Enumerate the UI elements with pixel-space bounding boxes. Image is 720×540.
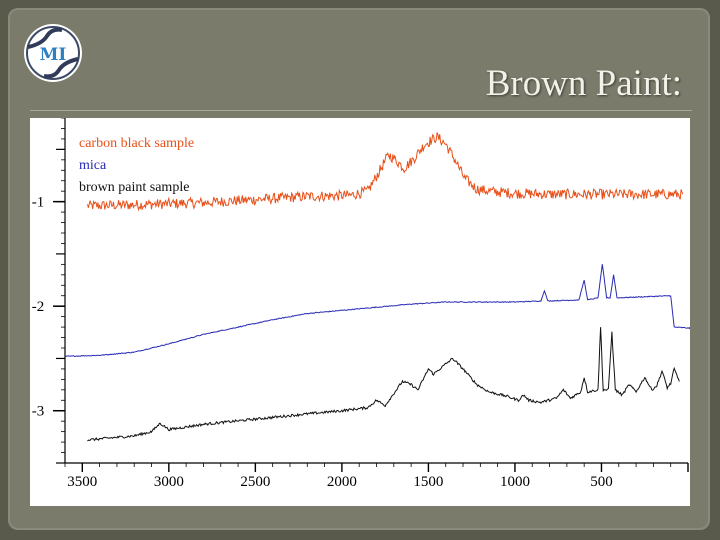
- series-line-2: [87, 327, 680, 442]
- x-tick-label: 500: [590, 474, 613, 490]
- x-tick-label: 2000: [327, 474, 357, 490]
- chart-panel: -1 -2 -3 3500 3000 2500 2000 1500 1000 500 carbon…: [30, 118, 690, 506]
- logo-icon: MI: [22, 22, 84, 84]
- logo-text: MI: [40, 45, 67, 65]
- y-tick-label: -3: [32, 404, 45, 420]
- legend-entry: carbon black sample: [79, 136, 194, 151]
- spectrum-chart: -1 -2 -3 3500 3000 2500 2000 1500 1000 500 carbon…: [32, 118, 690, 490]
- chart-axes: -1 -2 -3 3500 3000 2500 2000 1500 1000 500: [32, 118, 689, 490]
- series-line-1: [64, 264, 690, 357]
- x-tick-label: 1500: [413, 474, 443, 490]
- x-tick-label: 3000: [154, 474, 184, 490]
- x-tick-label: 3500: [67, 474, 97, 490]
- legend-entry: brown paint sample: [79, 180, 189, 195]
- title-divider: [30, 110, 692, 111]
- legend-entry: mica: [79, 158, 107, 173]
- x-tick-label: 2500: [240, 474, 270, 490]
- x-tick-label: 1000: [500, 474, 530, 490]
- series-line-0: [87, 132, 684, 212]
- series-layer: [64, 132, 690, 442]
- page-title: Brown Paint:: [485, 63, 682, 104]
- chart-legend: carbon black sample mica brown paint sampl…: [79, 136, 194, 195]
- y-tick-label: -1: [32, 195, 45, 211]
- y-tick-label: -2: [32, 299, 45, 315]
